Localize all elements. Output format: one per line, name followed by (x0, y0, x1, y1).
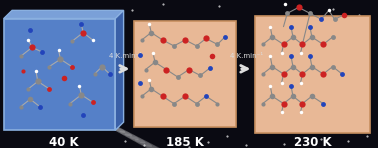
Ellipse shape (61, 102, 86, 110)
Text: 230 K: 230 K (294, 136, 332, 148)
Ellipse shape (115, 128, 139, 140)
Ellipse shape (84, 112, 99, 119)
Ellipse shape (69, 104, 79, 107)
Ellipse shape (79, 109, 92, 115)
Ellipse shape (109, 125, 132, 136)
Ellipse shape (130, 136, 159, 148)
Ellipse shape (99, 120, 119, 129)
Ellipse shape (74, 106, 85, 112)
Ellipse shape (89, 114, 105, 122)
Ellipse shape (94, 117, 112, 126)
Ellipse shape (119, 131, 146, 143)
Ellipse shape (150, 147, 186, 148)
Ellipse shape (145, 144, 179, 148)
Text: 40 K: 40 K (49, 136, 79, 148)
Polygon shape (115, 10, 124, 130)
Ellipse shape (65, 103, 82, 109)
Ellipse shape (140, 142, 172, 148)
Ellipse shape (135, 139, 166, 148)
Text: 4 K.min⁻¹: 4 K.min⁻¹ (229, 53, 263, 58)
FancyBboxPatch shape (255, 16, 370, 133)
Ellipse shape (125, 133, 152, 147)
FancyBboxPatch shape (134, 21, 236, 127)
Ellipse shape (104, 123, 125, 133)
Polygon shape (4, 10, 124, 18)
Text: 185 K: 185 K (166, 136, 204, 148)
FancyBboxPatch shape (4, 18, 115, 130)
Text: 4 K.min⁻¹: 4 K.min⁻¹ (108, 53, 142, 58)
Ellipse shape (71, 105, 76, 107)
